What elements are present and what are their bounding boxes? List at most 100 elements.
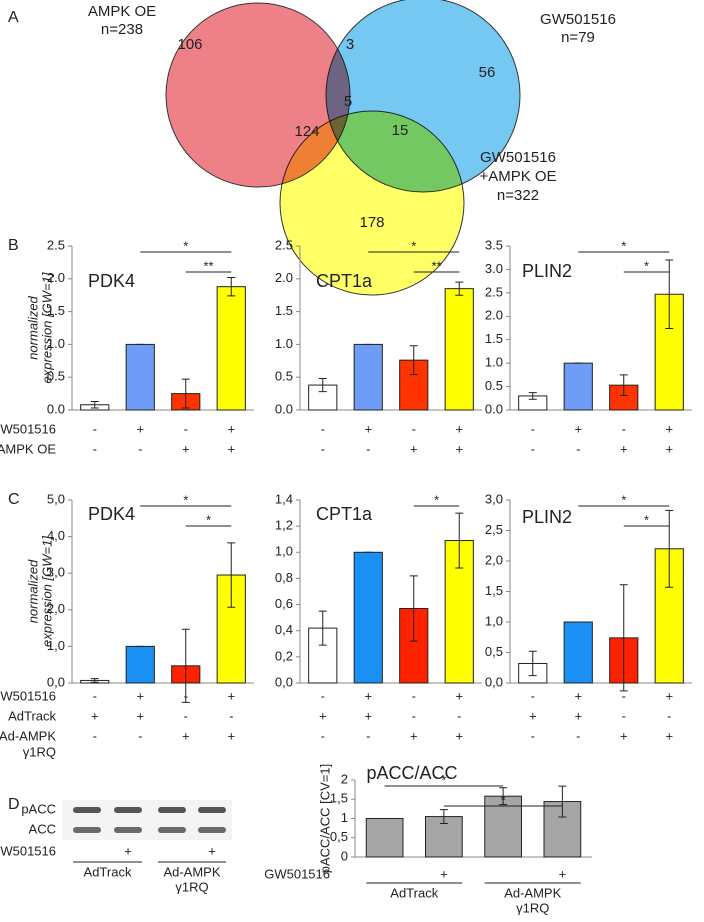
condition-mark: -: [93, 688, 97, 703]
condition-mark: +: [319, 708, 327, 723]
y-tick-label: 3,0: [47, 565, 65, 580]
condition-mark: -: [366, 728, 370, 743]
chart-title: PLIN2: [522, 261, 572, 281]
blot-band: [158, 807, 186, 813]
y-tick-label: 1,5: [485, 583, 503, 598]
significance-label: *: [621, 238, 626, 253]
bar: [444, 288, 474, 411]
row-label: GW501516: [264, 866, 330, 881]
error-bar: [619, 584, 628, 692]
condition-mark: +: [620, 441, 628, 456]
condition-mark: +: [455, 421, 463, 436]
chart-title: PDK4: [88, 504, 135, 524]
blot-band: [73, 807, 101, 813]
significance-label: *: [183, 492, 188, 507]
y-axis-label: normalized: [25, 559, 40, 623]
bar: [353, 343, 383, 411]
region-count: 56: [479, 64, 496, 81]
error-bar: [499, 787, 508, 806]
error-bar: [181, 378, 190, 409]
set-label: GW501516: [540, 11, 616, 28]
y-tick-label: 0,6: [275, 596, 293, 611]
condition-mark: -: [321, 441, 325, 456]
y-tick-label: 2: [341, 771, 348, 786]
bar: [365, 818, 404, 858]
y-tick-label: 1.0: [47, 336, 65, 351]
condition-mark: -: [366, 441, 370, 456]
y-tick-label: 0.0: [47, 401, 65, 416]
region-count: 178: [359, 214, 384, 231]
y-axis-label: expression [GW=1]: [39, 272, 54, 383]
y-tick-label: 2,5: [485, 522, 503, 537]
y-tick-label: 1: [341, 810, 348, 825]
y-tick-label: 2,0: [485, 552, 503, 567]
y-tick-label: 0,8: [275, 570, 293, 585]
condition-mark: +: [574, 708, 582, 723]
y-tick-label: 0,5: [330, 829, 348, 844]
bar: [125, 343, 155, 411]
y-tick-label: 1,0: [47, 638, 65, 653]
panel-label: C: [8, 491, 20, 508]
venn-set: [279, 110, 465, 296]
condition-mark: +: [182, 728, 190, 743]
condition-mark: -: [138, 728, 142, 743]
y-tick-label: 3,0: [485, 491, 503, 506]
condition-mark: +: [440, 866, 448, 881]
row-label: AMPK OE: [0, 441, 56, 456]
bar: [353, 551, 383, 684]
group-label: AdTrack: [84, 864, 132, 879]
y-tick-label: 3.5: [485, 237, 503, 252]
y-tick-label: 2.0: [47, 270, 65, 285]
region-count: 106: [177, 36, 202, 53]
condition-mark: +: [227, 421, 235, 436]
chart-title: PDK4: [88, 271, 135, 291]
chart-title: pACC/ACC: [366, 763, 457, 783]
condition-mark: -: [321, 688, 325, 703]
condition-mark: -: [531, 688, 535, 703]
condition-mark: -: [622, 421, 626, 436]
chart-title: CPT1a: [316, 504, 373, 524]
y-tick-label: 2.0: [485, 308, 503, 323]
y-tick-label: 0.0: [275, 401, 293, 416]
error-bar: [665, 509, 674, 588]
significance-label: *: [644, 512, 649, 527]
error-bar: [409, 575, 418, 642]
condition-mark: -: [321, 728, 325, 743]
group-label: Ad-AMPK: [504, 885, 561, 900]
bar: [563, 362, 593, 411]
condition-mark: -: [93, 421, 97, 436]
y-tick-label: 1.5: [47, 303, 65, 318]
y-tick-label: 0,0: [47, 674, 65, 689]
condition-mark: +: [455, 441, 463, 456]
error-bar: [619, 374, 628, 396]
condition-mark: +: [665, 421, 673, 436]
condition-mark: +: [364, 688, 372, 703]
y-tick-label: 1,5: [330, 791, 348, 806]
blot-label: ACC: [29, 821, 56, 836]
panel-label: D: [8, 796, 20, 813]
condition-mark: +: [182, 441, 190, 456]
row-label: GW501516: [0, 688, 56, 703]
condition-mark: -: [667, 708, 671, 723]
blot-band: [73, 827, 101, 833]
blot-band: [198, 807, 226, 813]
venn: [165, 0, 521, 296]
blot-band: [114, 807, 142, 813]
group-label: γ1RQ: [175, 879, 208, 894]
condition-mark: -: [531, 728, 535, 743]
significance-label: *: [411, 238, 416, 253]
condition-mark: +: [208, 843, 216, 858]
set-label: +AMPK OE: [479, 168, 556, 185]
y-tick-label: 0.5: [485, 378, 503, 393]
y-tick-label: 0,0: [275, 674, 293, 689]
significance-label: *: [183, 238, 188, 253]
y-tick-label: 2.5: [485, 284, 503, 299]
error-bar: [90, 678, 99, 683]
y-tick-label: 1,0: [485, 613, 503, 628]
condition-mark: -: [412, 421, 416, 436]
y-tick-label: 2,0: [47, 601, 65, 616]
condition-mark: +: [455, 688, 463, 703]
blot-label: pACC: [21, 801, 56, 816]
condition-mark: +: [227, 441, 235, 456]
